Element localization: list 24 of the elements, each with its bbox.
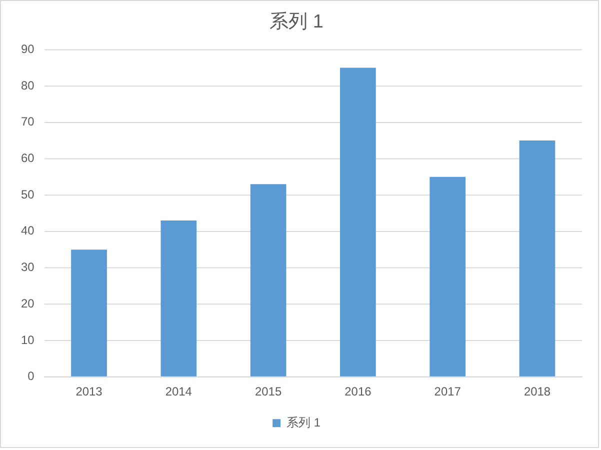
y-tick-label: 20	[20, 296, 35, 310]
legend-label: 系列 1	[286, 415, 321, 430]
bar	[340, 68, 376, 376]
y-tick-label: 0	[28, 369, 35, 384]
y-tick-label: 50	[20, 187, 35, 202]
bar	[519, 140, 556, 376]
y-tick-label: 80	[20, 78, 35, 92]
x-tick-label: 2013	[76, 384, 103, 398]
bar	[250, 184, 286, 376]
bar	[160, 220, 197, 376]
chart-title: 系列 1	[270, 12, 324, 33]
y-tick-label: 30	[20, 260, 35, 274]
y-tick-label: 90	[20, 42, 35, 56]
bar	[430, 176, 466, 376]
x-tick-label: 2014	[165, 384, 192, 398]
x-tick-label: 2017	[434, 384, 462, 398]
y-tick-label: 70	[20, 114, 35, 129]
x-tick-label: 2015	[255, 384, 282, 398]
y-tick-label: 60	[20, 150, 35, 165]
y-tick-label: 10	[20, 332, 35, 347]
bar	[71, 250, 107, 376]
y-tick-label: 40	[20, 224, 35, 238]
x-tick-label: 2016	[344, 384, 372, 398]
x-tick-label: 2018	[524, 384, 551, 398]
